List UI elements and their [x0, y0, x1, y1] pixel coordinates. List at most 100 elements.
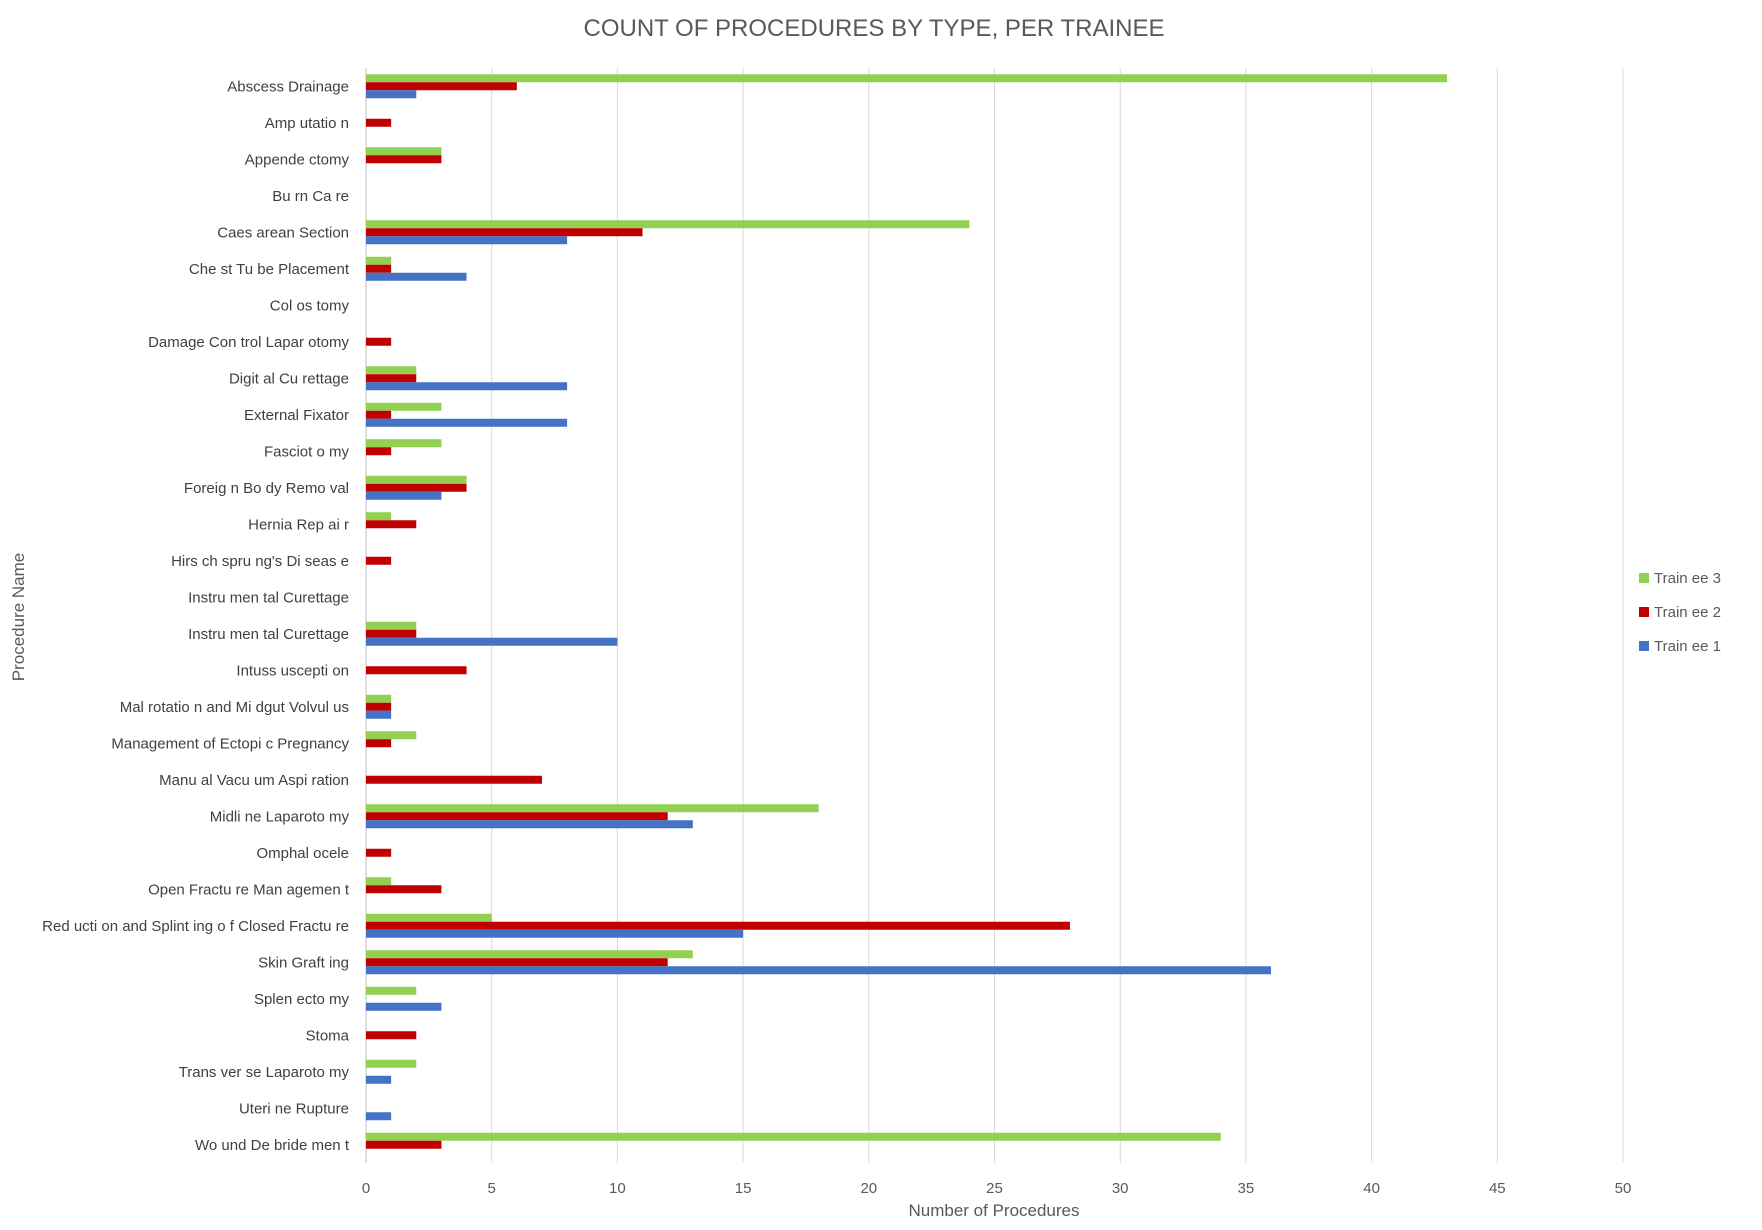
category-label: Management of Ectopi c Pregnancy: [111, 735, 349, 752]
category-label: Splen ecto my: [254, 991, 350, 1008]
y-axis-title: Procedure Name: [9, 553, 28, 682]
gridlines: [365, 68, 1624, 1163]
category-label: Omphal ocele: [256, 845, 349, 862]
x-tick-label: 5: [488, 1180, 496, 1197]
bar: [366, 491, 442, 500]
category-label: Appende ctomy: [245, 151, 350, 168]
bar: [366, 256, 392, 265]
bar: [366, 804, 819, 813]
bar: [366, 220, 970, 229]
category-label: Che st Tu be Placement: [189, 261, 350, 278]
category-label: Trans ver se Laparoto my: [179, 1064, 350, 1081]
bar: [366, 1002, 442, 1011]
bar: [366, 1059, 417, 1068]
x-tick-label: 15: [735, 1180, 752, 1197]
bar: [366, 885, 442, 894]
bar: [366, 447, 392, 456]
bar: [366, 629, 417, 638]
bar: [366, 475, 467, 484]
bar: [366, 966, 1272, 975]
x-tick-label: 20: [860, 1180, 877, 1197]
bar: [366, 337, 392, 346]
bar: [366, 90, 417, 99]
category-label: Instru men tal Curettage: [188, 589, 349, 606]
bar: [366, 228, 643, 237]
x-tick-label: 40: [1363, 1180, 1380, 1197]
x-tick-label: 25: [986, 1180, 1003, 1197]
bar: [366, 483, 467, 492]
bar: [366, 366, 417, 375]
category-label: Damage Con trol Lapar otomy: [148, 334, 349, 351]
bar: [366, 775, 542, 784]
category-label: Bu rn Ca re: [272, 188, 349, 205]
category-label: Hirs ch spru ng's Di seas e: [171, 553, 349, 570]
bar: [366, 958, 668, 967]
category-label: Caes arean Section: [217, 224, 349, 241]
category-label: Mal rotatio n and Mi dgut Volvul us: [120, 699, 349, 716]
bar: [366, 418, 568, 427]
bar: [366, 694, 392, 703]
bar: [366, 382, 568, 391]
category-label: Wo und De bride men t: [195, 1137, 350, 1154]
category-label: Hernia Rep ai r: [248, 516, 349, 533]
bar: [366, 921, 1070, 930]
category-label: Digit al Cu rettage: [229, 370, 349, 387]
bar: [366, 710, 392, 719]
legend-swatch: [1639, 607, 1649, 617]
bar: [366, 877, 392, 886]
bar: [366, 118, 392, 127]
x-axis-title: Number of Procedures: [908, 1201, 1079, 1220]
bar: [366, 1132, 1221, 1141]
x-tick-label: 0: [362, 1180, 370, 1197]
legend-label: Train ee 3: [1654, 570, 1721, 587]
category-label: Midli ne Laparoto my: [210, 808, 350, 825]
legend: Train ee 3 Train ee 2 Train ee 1: [1639, 570, 1721, 655]
x-tick-label: 50: [1615, 1180, 1632, 1197]
bar: [366, 402, 442, 411]
bar: [366, 848, 392, 857]
bar: [366, 929, 744, 938]
bar: [366, 155, 442, 164]
bar: [366, 512, 392, 521]
bar: [366, 520, 417, 529]
bar: [366, 950, 693, 959]
bar: [366, 702, 392, 711]
bar: [366, 812, 668, 821]
bar: [366, 820, 693, 829]
x-tick-label: 35: [1238, 1180, 1255, 1197]
chart-title: COUNT OF PROCEDURES BY TYPE, PER TRAINEE: [583, 15, 1164, 42]
legend-swatch: [1639, 641, 1649, 651]
bar: [366, 82, 517, 91]
category-labels: Abscess Drainage Amp utatio n Appende ctom…: [42, 78, 350, 1154]
x-tick-label: 30: [1112, 1180, 1129, 1197]
category-label: Instru men tal Curettage: [188, 626, 349, 643]
bar: [366, 74, 1448, 83]
bar: [366, 1075, 392, 1084]
category-label: Intuss uscepti on: [236, 662, 349, 679]
category-label: Abscess Drainage: [227, 78, 349, 95]
x-tick-labels: 0 5 10 15 20 25 30 35 40 45 50: [362, 1180, 1632, 1197]
bar: [366, 731, 417, 740]
bar: [366, 739, 392, 748]
legend-label: Train ee 1: [1654, 638, 1721, 655]
category-label: Amp utatio n: [265, 115, 349, 132]
category-label: Fasciot o my: [264, 443, 350, 460]
category-label: Skin Graft ing: [258, 954, 349, 971]
x-tick-label: 45: [1489, 1180, 1506, 1197]
bar: [366, 272, 467, 281]
legend-label: Train ee 2: [1654, 604, 1721, 621]
x-tick-label: 10: [609, 1180, 626, 1197]
legend-swatch: [1639, 573, 1649, 583]
bar: [366, 410, 392, 419]
bar: [366, 621, 417, 630]
bar: [366, 556, 392, 565]
bar: [366, 1031, 417, 1040]
category-label: Foreig n Bo dy Remo val: [184, 480, 349, 497]
category-label: External Fixator: [244, 407, 349, 424]
bar: [366, 913, 492, 922]
bars: [366, 74, 1448, 1149]
bar: [366, 236, 568, 245]
bar: [366, 986, 417, 995]
